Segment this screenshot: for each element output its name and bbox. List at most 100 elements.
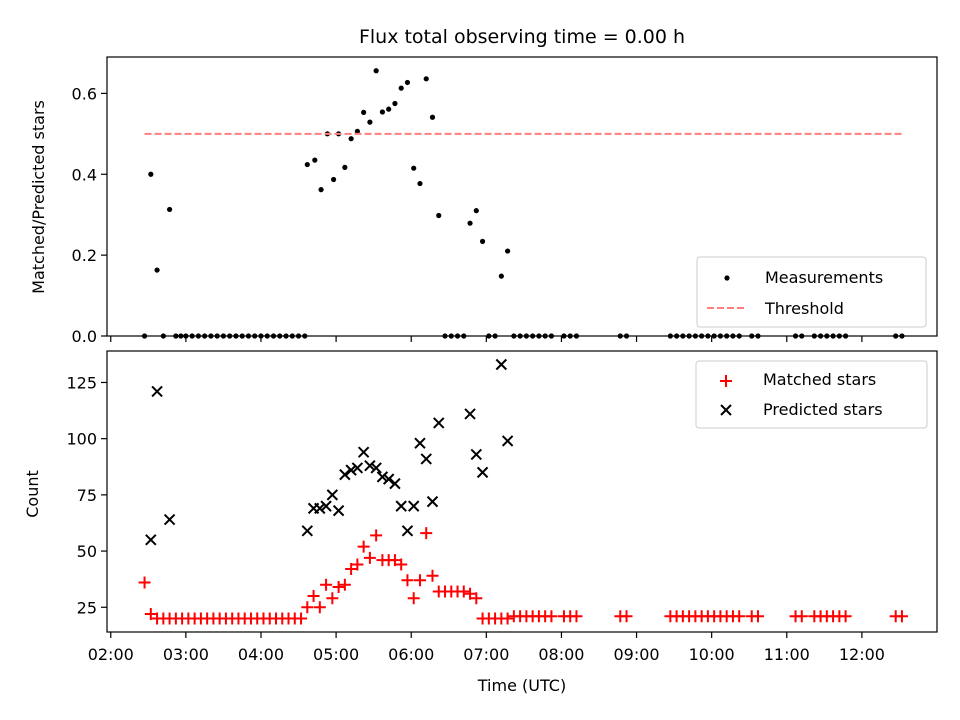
predicted-star-point: [364, 459, 376, 472]
matched-star-point: [351, 558, 364, 571]
predicted-star-point: [476, 466, 489, 479]
predicted-star-point: [314, 502, 326, 515]
predicted-star-point: [420, 453, 432, 465]
matched-star-point: [395, 558, 408, 571]
legend-threshold-label: Threshold: [764, 299, 844, 318]
measurement-point: [154, 267, 160, 273]
chart-title: Flux total observing time = 0.00 h: [359, 26, 685, 48]
y-tick-label: 0.4: [72, 165, 97, 184]
matched-star-point: [426, 569, 439, 582]
measurement-point: [148, 171, 154, 177]
legend-matched-label: Matched stars: [763, 370, 876, 389]
measurement-point: [367, 119, 373, 125]
matched-star-point: [464, 587, 477, 600]
predicted-star-point: [414, 437, 426, 449]
matched-star-point: [357, 540, 370, 553]
legend-matched-marker: [720, 375, 732, 387]
matched-star-point: [407, 592, 420, 605]
measurement-point: [318, 187, 324, 193]
measurement-point: [479, 238, 486, 244]
measurement-point: [166, 206, 173, 213]
predicted-star-point: [433, 417, 445, 429]
predicted-star-point: [470, 448, 483, 461]
matched-star-point: [733, 610, 746, 623]
top-legend-box: [696, 256, 927, 328]
measurement-point: [354, 128, 360, 134]
x-tick-label: 06:00: [388, 645, 434, 664]
matched-star-point: [313, 601, 326, 614]
x-tick-label: 10:00: [689, 645, 735, 664]
x-tick-label: 09:00: [613, 645, 659, 664]
x-tick-label: 08:00: [538, 645, 584, 664]
panel-bottom: 25 50 75 100 125 02:00 03:00 04:00 05:00 06:00 07…: [23, 350, 938, 695]
predicted-star-point: [464, 408, 476, 420]
measurement-point: [373, 68, 379, 74]
matched-star-point: [388, 554, 401, 567]
y-tick-label: 0.0: [72, 327, 97, 346]
x-tick-label: 11:00: [764, 645, 810, 664]
measurement-point: [304, 161, 310, 168]
predicted-star-point: [382, 473, 395, 485]
x-tick-label: 02:00: [88, 645, 134, 664]
legend-measurements-label: Measurements: [765, 268, 883, 287]
measurement-point: [505, 248, 511, 254]
bottom-plot-frame: [106, 350, 938, 633]
measurement-point: [348, 136, 354, 142]
matched-star-point: [363, 551, 376, 564]
predicted-star-point: [145, 534, 157, 546]
legend-measurements-marker: [724, 275, 730, 281]
bottom-x-axis-title: Time (UTC): [477, 676, 566, 695]
predicted-star-point: [370, 462, 382, 474]
measurement-point: [392, 100, 398, 107]
predicted-star-point: [326, 489, 339, 501]
predicted-star-point: [357, 446, 370, 458]
measurement-point: [411, 165, 417, 171]
matched-star-point: [895, 610, 908, 623]
matched-star-point: [457, 585, 470, 598]
predicted-star-point: [376, 471, 389, 483]
matched-star-point: [620, 610, 633, 623]
x-tick-label: 07:00: [463, 645, 509, 664]
x-tick-label: 03:00: [163, 645, 209, 664]
matched-star-point: [795, 610, 808, 623]
measurement-point: [379, 109, 386, 115]
bottom-y-axis-title: Count: [23, 470, 42, 518]
predicted-star-point: [401, 525, 414, 537]
measurement-point: [417, 180, 423, 187]
matched-star-point: [301, 601, 314, 614]
matched-star-point: [501, 612, 514, 625]
measurement-point: [473, 208, 479, 214]
x-tick-label: 05:00: [313, 645, 359, 664]
measurement-point: [342, 164, 348, 170]
measurement-point: [404, 79, 411, 86]
matched-star-point: [295, 612, 308, 625]
y-tick-label: 125: [66, 373, 97, 392]
matched-star-point: [320, 578, 333, 591]
bottom-x-axis: 02:00 03:00 04:00 05:00 06:00 07:00 08:00 09:00…: [88, 632, 885, 664]
top-y-axis-title: Matched/Predicted stars: [29, 100, 48, 294]
y-tick-label: 25: [77, 598, 97, 617]
y-tick-label: 75: [77, 486, 97, 505]
predicted-star-point: [395, 500, 407, 512]
legend-predicted-marker: [720, 404, 732, 416]
matched-star-point: [345, 563, 358, 576]
predicted-star-point: [339, 468, 351, 481]
legend-predicted-label: Predicted stars: [763, 400, 883, 419]
bottom-legend: Matched stars Predicted stars: [695, 360, 928, 429]
matched-star-point: [326, 592, 339, 605]
measurement-point: [498, 273, 504, 279]
matched-star-point: [370, 529, 383, 542]
panel-top: 0.0 0.2 0.4 0.6 Matched/Predicted stars Mea…: [29, 56, 938, 346]
predicted-star-point: [495, 358, 508, 371]
top-plot-frame: [106, 56, 938, 337]
measurement-point: [386, 106, 392, 112]
x-tick-label: 12:00: [839, 645, 885, 664]
bottom-y-axis: 25 50 75 100 125: [66, 373, 107, 617]
predicted-star-point: [351, 462, 364, 474]
matched-star-point: [338, 578, 351, 591]
matched-star-point: [545, 610, 558, 623]
y-tick-label: 0.6: [72, 84, 97, 103]
measurement-point: [436, 212, 442, 219]
top-x-axis: [110, 336, 863, 342]
matched-star-point: [470, 592, 483, 605]
